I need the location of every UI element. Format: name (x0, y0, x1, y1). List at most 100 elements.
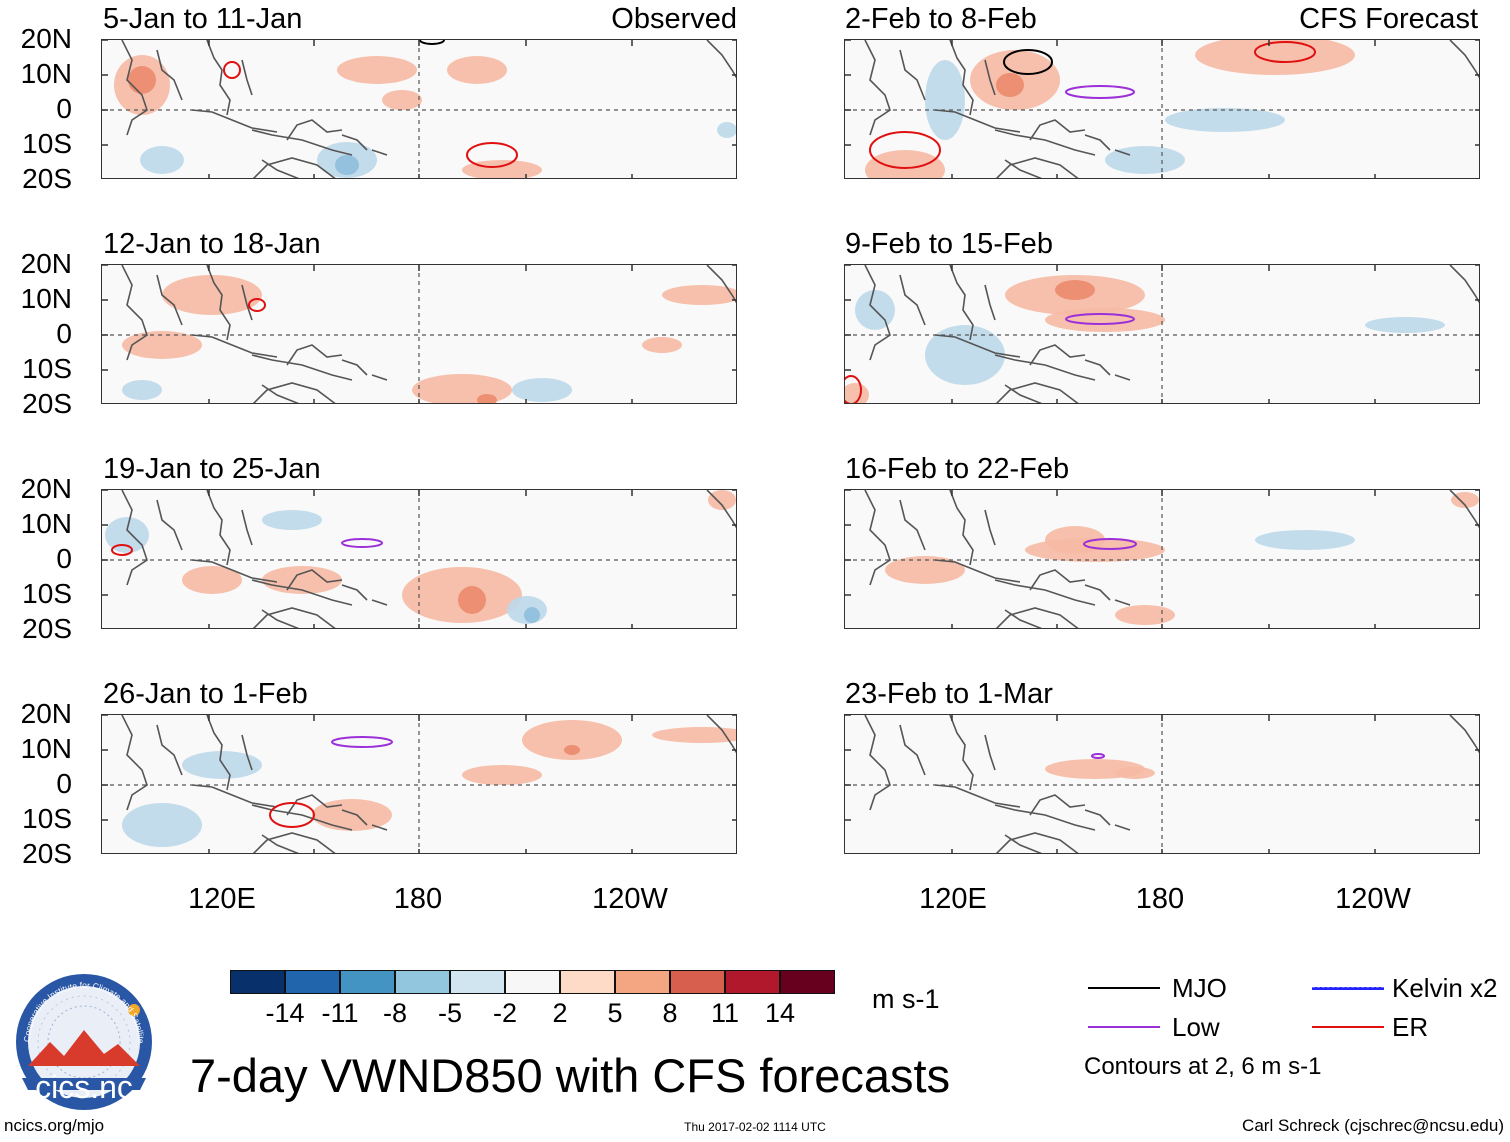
wave-contour (248, 298, 266, 312)
coastline (1029, 119, 1086, 141)
anomaly-shading (182, 566, 242, 594)
coastline (949, 490, 974, 566)
coastline (206, 40, 231, 116)
coastline (156, 724, 183, 776)
colorbar-label: 14 (764, 998, 796, 1028)
anomaly-shading (1255, 530, 1355, 550)
coastline (261, 609, 300, 628)
y-tick-label: 10N (20, 733, 72, 764)
coastline (1114, 374, 1131, 381)
coastline (156, 49, 183, 101)
coastline (371, 599, 388, 606)
anomaly-shading (996, 73, 1024, 97)
coastline (949, 40, 974, 116)
coastline (934, 784, 1021, 808)
coastline (191, 334, 278, 358)
main-title: 7-day VWND850 with CFS forecasts (190, 1049, 951, 1102)
legend-line-low (1088, 1026, 1160, 1028)
coastline (371, 149, 388, 156)
anomaly-shading (925, 60, 965, 140)
coastline (995, 382, 1079, 403)
anomaly-shading (458, 586, 486, 614)
panel-title: 19-Jan to 25-Jan (103, 453, 321, 485)
footer-url[interactable]: ncics.org/mjo (4, 1116, 105, 1135)
anomaly-shading (462, 765, 542, 785)
coastline (286, 794, 343, 816)
legend-line-er (1312, 1026, 1384, 1028)
coastline (191, 109, 278, 133)
x-tick-label: 120E (919, 883, 987, 915)
map-panel (844, 489, 1480, 629)
coastline (1449, 265, 1479, 304)
wave-contour (1091, 753, 1105, 759)
panel-title: 9-Feb to 15-Feb (845, 228, 1053, 260)
coastline (286, 119, 343, 141)
y-tick-label: 20S (22, 388, 72, 419)
colorbar-label: 11 (710, 998, 740, 1028)
coastline (1029, 794, 1086, 816)
anomaly-shading (162, 275, 262, 315)
wind-anomaly-map (845, 265, 1479, 403)
colorbar-label: -8 (382, 998, 407, 1028)
anomaly-shading (128, 66, 156, 94)
y-tick-label: 10N (20, 283, 72, 314)
wave-contour (269, 802, 315, 828)
coastline (1114, 149, 1131, 156)
coastline (899, 49, 926, 101)
anomaly-shading (182, 751, 262, 779)
colorbar-swatch (780, 970, 835, 994)
wave-contour (1003, 49, 1053, 75)
anomaly-shading (512, 378, 572, 402)
coastline (1004, 609, 1043, 628)
anomaly-shading (885, 556, 965, 584)
cics-logo: Cooperative Institute for Climate and Sa… (10, 962, 156, 1110)
coastline (949, 265, 974, 341)
coastline (1084, 584, 1111, 601)
y-tick-label: 0 (56, 318, 72, 349)
anomaly-shading (865, 150, 945, 178)
colorbar-swatch (505, 970, 560, 994)
coastline (252, 607, 336, 628)
map-panel (101, 714, 737, 854)
colorbar-label: -2 (492, 998, 517, 1028)
coastline (934, 334, 1021, 358)
wind-anomaly-map (102, 40, 736, 178)
anomaly-shading (925, 325, 1005, 385)
anomaly-shading (1055, 280, 1095, 300)
coastline (706, 40, 736, 79)
coastline (1029, 569, 1086, 591)
anomaly-shading (652, 727, 736, 743)
coastline (864, 265, 891, 361)
coastline (261, 159, 300, 178)
coastline (1004, 834, 1043, 853)
anomaly-shading (1045, 308, 1165, 332)
anomaly-shading (1365, 317, 1445, 333)
anomaly-shading (845, 383, 869, 403)
y-tick-label: 10S (22, 803, 72, 834)
anomaly-shading (447, 56, 507, 84)
coastline (864, 40, 891, 136)
y-tick-label: 10S (22, 578, 72, 609)
colorbar-swatch (450, 970, 505, 994)
coastline (121, 40, 148, 136)
panel-source-label: Observed (611, 3, 737, 35)
colorbar-label: -11 (321, 998, 359, 1028)
anomaly-shading (337, 56, 417, 84)
y-tick-label: 20N (20, 473, 72, 504)
coastline (341, 584, 368, 601)
x-tick-label: 120W (592, 883, 668, 915)
y-tick-label: 0 (56, 768, 72, 799)
wave-contour (223, 61, 241, 79)
colorbar-label: 5 (607, 998, 623, 1028)
coastline (864, 715, 891, 811)
coastline (899, 499, 926, 551)
panel-source-label: CFS Forecast (1299, 3, 1478, 35)
x-tick-label: 120E (188, 883, 256, 915)
coastline (1114, 824, 1131, 831)
y-tick-label: 20N (20, 248, 72, 279)
anomaly-shading (1195, 40, 1355, 75)
coastline (995, 157, 1079, 178)
colorbar-label: 8 (662, 998, 678, 1028)
coastline (994, 579, 1096, 606)
map-panel (844, 39, 1480, 179)
